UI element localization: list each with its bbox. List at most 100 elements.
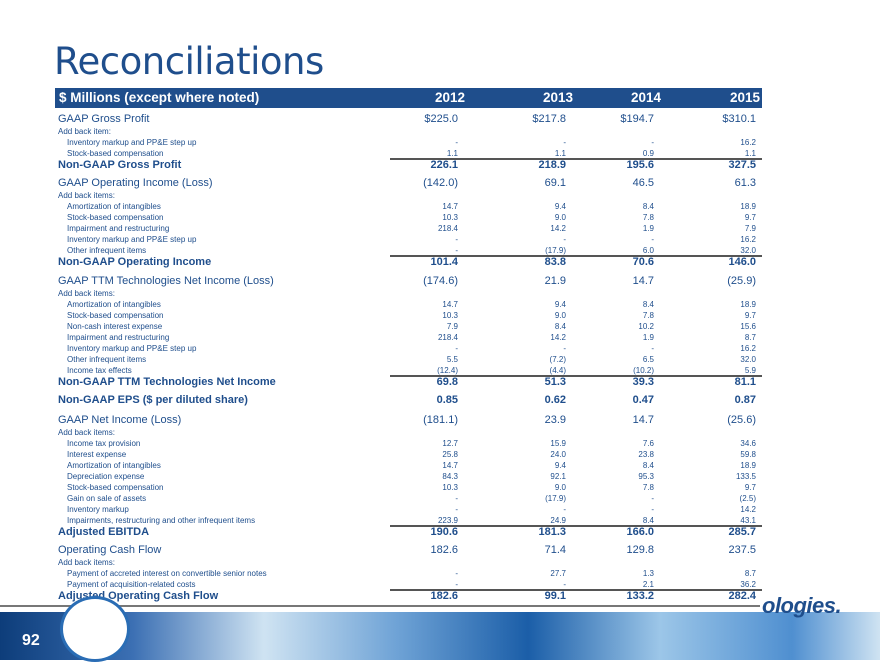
cell-value-2014: 166.0 (626, 526, 654, 538)
cell-value-2015: 18.9 (740, 300, 756, 309)
section-subheading: Add back items: (55, 557, 762, 568)
cell-value-2014: 46.5 (632, 177, 654, 189)
cell-value-2014: - (651, 505, 654, 514)
table-row: GAAP Net Income (Loss) (181.1) 23.9 14.7 (25… (55, 413, 762, 427)
cell-value-2015: 327.5 (728, 159, 756, 171)
cell-value-2015: 36.2 (740, 580, 756, 589)
section-subheading: Add back item: (55, 126, 762, 137)
row-label: Inventory markup and PP&E step up (67, 235, 197, 244)
cell-value-2012: 12.7 (442, 439, 458, 448)
table-row: Stock-based compensation 10.3 9.0 7.8 9.7 (55, 212, 762, 223)
cell-value-2012: - (455, 494, 458, 503)
table-row: Operating Cash Flow 182.6 71.4 129.8 237.5 (55, 543, 762, 557)
cell-value-2014: 7.8 (642, 213, 654, 222)
year-header: 2013 (543, 90, 574, 105)
cell-value-2012: 218.4 (437, 333, 458, 342)
row-label: GAAP Gross Profit (58, 113, 150, 125)
cell-value-2015: 0.87 (734, 394, 756, 406)
cell-value-2013: (7.2) (549, 355, 566, 364)
total-row: Non-GAAP TTM Technologies Net Income 69.8… (55, 375, 762, 389)
cell-value-2012: (142.0) (423, 177, 458, 189)
cell-value-2014: 8.4 (642, 202, 654, 211)
cell-value-2014: - (651, 344, 654, 353)
cell-value-2013: 8.4 (554, 322, 566, 331)
table-row: Interest expense 25.8 24.0 23.8 59.8 (55, 449, 762, 460)
cell-value-2013: 9.0 (554, 483, 566, 492)
cell-value-2013: 23.9 (544, 414, 566, 426)
cell-value-2012: 69.8 (436, 376, 458, 388)
cell-value-2014: 8.4 (642, 516, 654, 525)
cell-value-2015: 1.1 (744, 149, 756, 158)
cell-value-2014: 7.6 (642, 439, 654, 448)
table-row: Other infrequent items 5.5 (7.2) 6.5 32.0 (55, 354, 762, 365)
cell-value-2012: 84.3 (442, 472, 458, 481)
table-row: Payment of acquisition-related costs - - 2.… (55, 579, 762, 590)
row-label: Interest expense (67, 450, 127, 459)
row-label: Other infrequent items (67, 246, 147, 255)
cell-value-2012: 10.3 (442, 483, 458, 492)
cell-value-2014: 70.6 (632, 256, 654, 268)
row-label: Non-GAAP EPS ($ per diluted share) (58, 394, 248, 406)
cell-value-2014: 7.8 (642, 483, 654, 492)
table-row: GAAP TTM Technologies Net Income (Loss) (… (55, 274, 762, 288)
total-rule (390, 158, 762, 160)
year-header: 2014 (631, 90, 662, 105)
cell-value-2015: (2.5) (739, 494, 756, 503)
cell-value-2013: 14.2 (550, 224, 566, 233)
row-label: Inventory markup and PP&E step up (67, 138, 197, 147)
cell-value-2014: 8.4 (642, 300, 654, 309)
table-row: Impairments, restructuring and other inf… (55, 515, 762, 526)
cell-value-2014: 10.2 (638, 322, 654, 331)
cell-value-2012: 226.1 (430, 159, 458, 171)
total-rule (390, 375, 762, 377)
row-label: GAAP TTM Technologies Net Income (Loss) (58, 275, 274, 287)
cell-value-2014: $194.7 (620, 113, 654, 125)
cell-value-2015: 9.7 (744, 483, 756, 492)
page-number: 92 (22, 632, 40, 649)
cell-value-2012: 223.9 (437, 516, 458, 525)
cell-value-2012: 7.9 (446, 322, 458, 331)
row-label: Add back items: (58, 191, 115, 200)
cell-value-2015: 18.9 (740, 202, 756, 211)
row-label: Add back items: (58, 289, 115, 298)
row-label: Payment of acquisition-related costs (67, 580, 196, 589)
cell-value-2012: (12.4) (437, 366, 458, 375)
page-title: Reconciliations (54, 40, 324, 83)
cell-value-2012: 14.7 (442, 461, 458, 470)
cell-value-2013: (17.9) (545, 494, 566, 503)
cell-value-2015: 32.0 (740, 355, 756, 364)
cell-value-2012: 218.4 (437, 224, 458, 233)
cell-value-2014: 195.6 (626, 159, 654, 171)
cell-value-2013: (17.9) (545, 246, 566, 255)
cell-value-2012: 182.6 (430, 590, 458, 602)
cell-value-2015: 16.2 (740, 138, 756, 147)
cell-value-2015: 133.5 (735, 472, 756, 481)
total-row: Adjusted Operating Cash Flow 182.6 99.1 133… (55, 589, 762, 603)
table-row: Impairment and restructuring 218.4 14.2 1.9… (55, 332, 762, 343)
table-row: Inventory markup - - - 14.2 (55, 504, 762, 515)
cell-value-2015: 32.0 (740, 246, 756, 255)
cell-value-2014: 6.5 (642, 355, 654, 364)
cell-value-2015: 59.8 (740, 450, 756, 459)
row-label: Non-cash interest expense (67, 322, 163, 331)
cell-value-2013: 99.1 (544, 590, 566, 602)
table-row: Depreciation expense 84.3 92.1 95.3 133.5 (55, 471, 762, 482)
cell-value-2014: 1.9 (642, 333, 654, 342)
cell-value-2012: 10.3 (442, 213, 458, 222)
cell-value-2015: 43.1 (740, 516, 756, 525)
row-label: Amortization of intangibles (67, 461, 161, 470)
footer-banner-image (0, 612, 880, 660)
table-row: Stock-based compensation 10.3 9.0 7.8 9.7 (55, 310, 762, 321)
table-row: GAAP Operating Income (Loss) (142.0) 69.1 4… (55, 176, 762, 190)
cell-value-2015: 9.7 (744, 213, 756, 222)
cell-value-2012: $225.0 (424, 113, 458, 125)
table-row: Inventory markup and PP&E step up - - - 16.2 (55, 137, 762, 148)
cell-value-2014: 8.4 (642, 461, 654, 470)
table-header: $ Millions (except where noted) 2012 201… (55, 88, 762, 108)
cell-value-2014: 1.3 (642, 569, 654, 578)
table-row: Income tax provision 12.7 15.9 7.6 34.6 (55, 438, 762, 449)
row-label: Impairments, restructuring and other inf… (67, 516, 256, 525)
table-row: Amortization of intangibles 14.7 9.4 8.4 18.… (55, 201, 762, 212)
table-row: Income tax effects (12.4) (4.4) (10.2) 5.9 (55, 365, 762, 376)
cell-value-2013: 71.4 (544, 544, 566, 556)
